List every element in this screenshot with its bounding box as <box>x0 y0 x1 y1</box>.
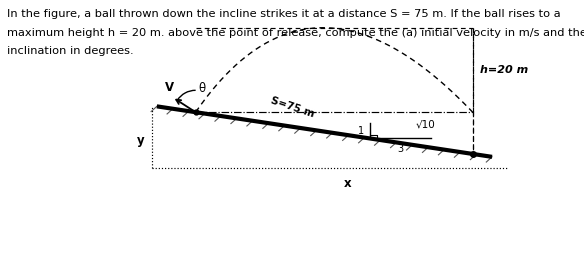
Text: h=20 m: h=20 m <box>479 65 528 75</box>
Text: x: x <box>343 177 351 190</box>
Text: y: y <box>137 134 145 147</box>
Text: In the figure, a ball thrown down the incline strikes it at a distance S = 75 m.: In the figure, a ball thrown down the in… <box>7 9 561 19</box>
Text: 1: 1 <box>358 126 364 136</box>
Text: V: V <box>165 81 174 94</box>
Text: S=75 m: S=75 m <box>269 96 316 119</box>
Text: maximum height h = 20 m. above the point of release, compute the (a) initial vel: maximum height h = 20 m. above the point… <box>7 28 584 38</box>
Text: √10: √10 <box>415 119 435 129</box>
Text: θ: θ <box>199 82 206 95</box>
Text: 3: 3 <box>398 144 404 154</box>
Text: inclination in degrees.: inclination in degrees. <box>7 46 134 56</box>
